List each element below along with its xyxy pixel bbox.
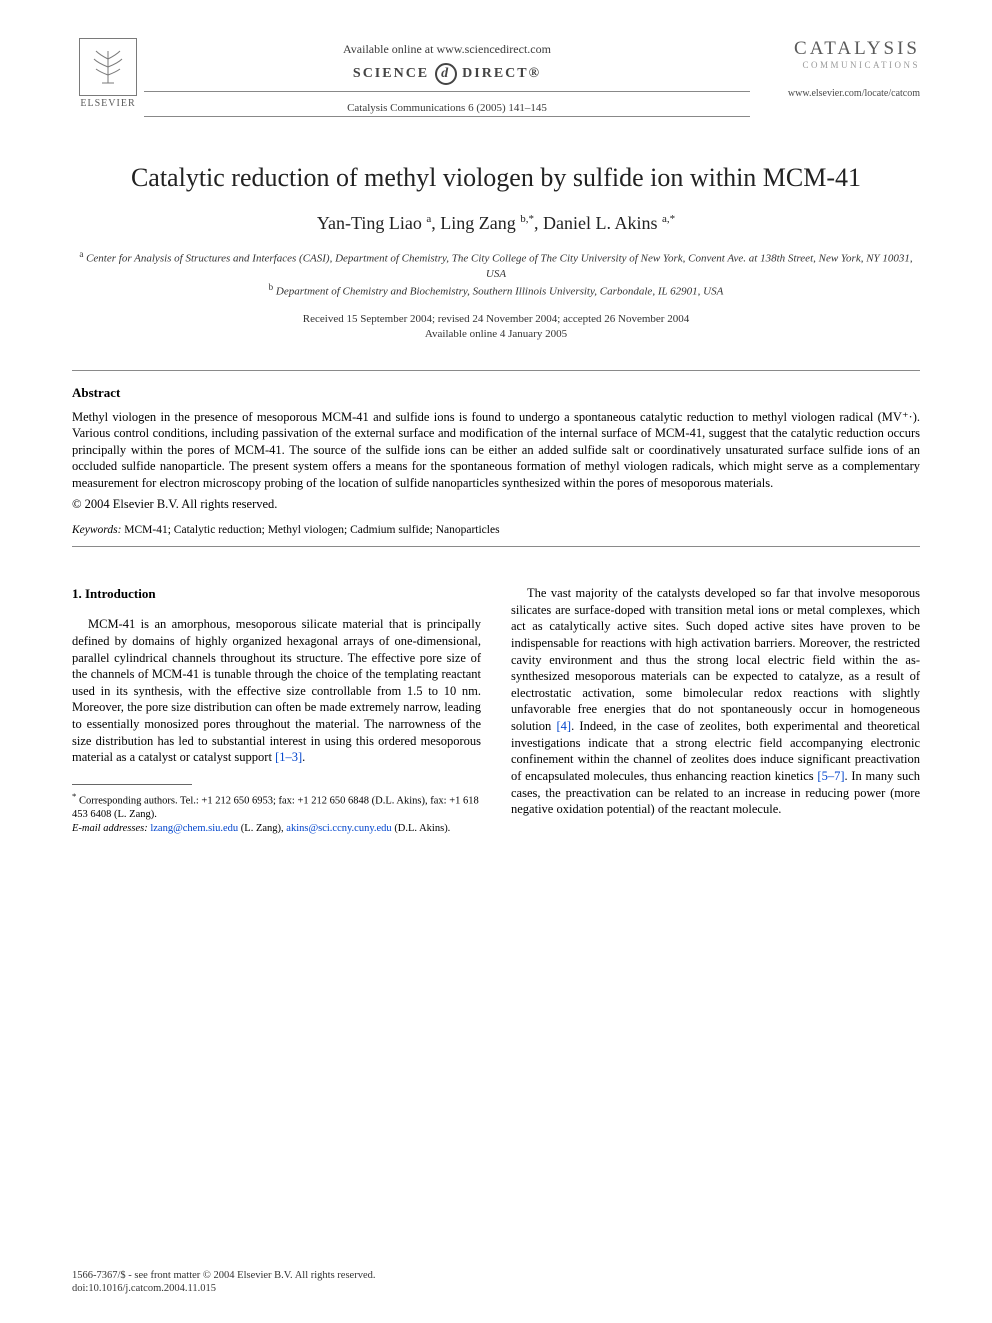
sd-pre: SCIENCE (353, 66, 429, 81)
corresponding-text: Corresponding authors. Tel.: +1 212 650 … (72, 795, 479, 820)
keywords-label: Keywords: (72, 524, 121, 536)
sd-d-icon: d (435, 63, 457, 85)
footer-line-1: 1566-7367/$ - see front matter © 2004 El… (72, 1269, 375, 1282)
author-2: Ling Zang b,* (440, 213, 534, 233)
abstract-rule-top (72, 370, 920, 371)
dates-line-1: Received 15 September 2004; revised 24 N… (72, 312, 920, 327)
header-rule-bottom (144, 116, 750, 117)
col1-p1-end: . (302, 750, 305, 764)
ref-link-5-7[interactable]: [5–7] (817, 769, 844, 783)
author-3: Daniel L. Akins a,* (543, 213, 675, 233)
author-1: Yan-Ting Liao a (317, 213, 431, 233)
keywords-values: MCM-41; Catalytic reduction; Methyl viol… (124, 524, 499, 536)
sciencedirect-logo: SCIENCE d DIRECT® (144, 63, 750, 85)
section-1-heading: 1. Introduction (72, 585, 481, 602)
elsevier-label: ELSEVIER (80, 98, 135, 109)
abstract-copyright: © 2004 Elsevier B.V. All rights reserved… (72, 497, 920, 512)
abstract-body: Methyl viologen in the presence of mesop… (72, 410, 920, 490)
page-footer: 1566-7367/$ - see front matter © 2004 El… (72, 1269, 375, 1295)
affiliation-a: a Center for Analysis of Structures and … (72, 248, 920, 281)
footer-line-2: doi:10.1016/j.catcom.2004.11.015 (72, 1282, 375, 1295)
keywords: Keywords: MCM-41; Catalytic reduction; M… (72, 524, 920, 536)
abstract-text: Methyl viologen in the presence of mesop… (72, 409, 920, 492)
email-link-1[interactable]: lzang@chem.siu.edu (150, 823, 238, 834)
elsevier-tree-icon (79, 38, 137, 96)
email-1-who: (L. Zang), (238, 823, 286, 834)
email-link-2[interactable]: akins@sci.ccny.cuny.edu (286, 823, 391, 834)
affiliation-b-text: Department of Chemistry and Biochemistry… (276, 286, 723, 298)
email-label: E-mail addresses: (72, 823, 148, 834)
email-2-who: (D.L. Akins). (392, 823, 451, 834)
body-columns: 1. Introduction MCM-41 is an amorphous, … (72, 585, 920, 835)
col2-para-1: The vast majority of the catalysts devel… (511, 585, 920, 818)
page-header: ELSEVIER Available online at www.science… (72, 38, 920, 121)
email-addresses: E-mail addresses: lzang@chem.siu.edu (L.… (72, 822, 481, 836)
affiliation-b: b Department of Chemistry and Biochemist… (72, 281, 920, 300)
sd-post: DIRECT® (462, 66, 541, 81)
authors: Yan-Ting Liao a, Ling Zang b,*, Daniel L… (72, 213, 920, 234)
affiliation-a-text: Center for Analysis of Structures and In… (86, 253, 913, 280)
footnotes: * Corresponding authors. Tel.: +1 212 65… (72, 791, 481, 835)
journal-name: CATALYSIS (750, 38, 920, 60)
col1-para-1: MCM-41 is an amorphous, mesoporous silic… (72, 616, 481, 766)
ref-link-4[interactable]: [4] (557, 719, 572, 733)
header-center: Available online at www.sciencedirect.co… (144, 38, 750, 121)
abstract-heading: Abstract (72, 385, 920, 401)
journal-citation: Catalysis Communications 6 (2005) 141–14… (144, 102, 750, 114)
header-rule-top (144, 91, 750, 92)
article-dates: Received 15 September 2004; revised 24 N… (72, 312, 920, 342)
journal-url: www.elsevier.com/locate/catcom (750, 88, 920, 99)
col1-p1-text: MCM-41 is an amorphous, mesoporous silic… (72, 617, 481, 764)
col2-p1-a: The vast majority of the catalysts devel… (511, 586, 920, 733)
journal-subtitle: COMMUNICATIONS (750, 60, 920, 70)
article-title: Catalytic reduction of methyl viologen b… (72, 163, 920, 193)
abstract-rule-bottom (72, 546, 920, 547)
journal-logo-block: CATALYSIS COMMUNICATIONS www.elsevier.co… (750, 38, 920, 99)
column-left: 1. Introduction MCM-41 is an amorphous, … (72, 585, 481, 835)
dates-line-2: Available online 4 January 2005 (72, 327, 920, 342)
footnote-rule (72, 784, 192, 785)
affiliations: a Center for Analysis of Structures and … (72, 248, 920, 300)
ref-link-1-3[interactable]: [1–3] (275, 750, 302, 764)
corresponding-author-note: * Corresponding authors. Tel.: +1 212 65… (72, 791, 481, 822)
column-right: The vast majority of the catalysts devel… (511, 585, 920, 835)
available-online-text: Available online at www.sciencedirect.co… (144, 42, 750, 57)
elsevier-logo: ELSEVIER (72, 38, 144, 120)
